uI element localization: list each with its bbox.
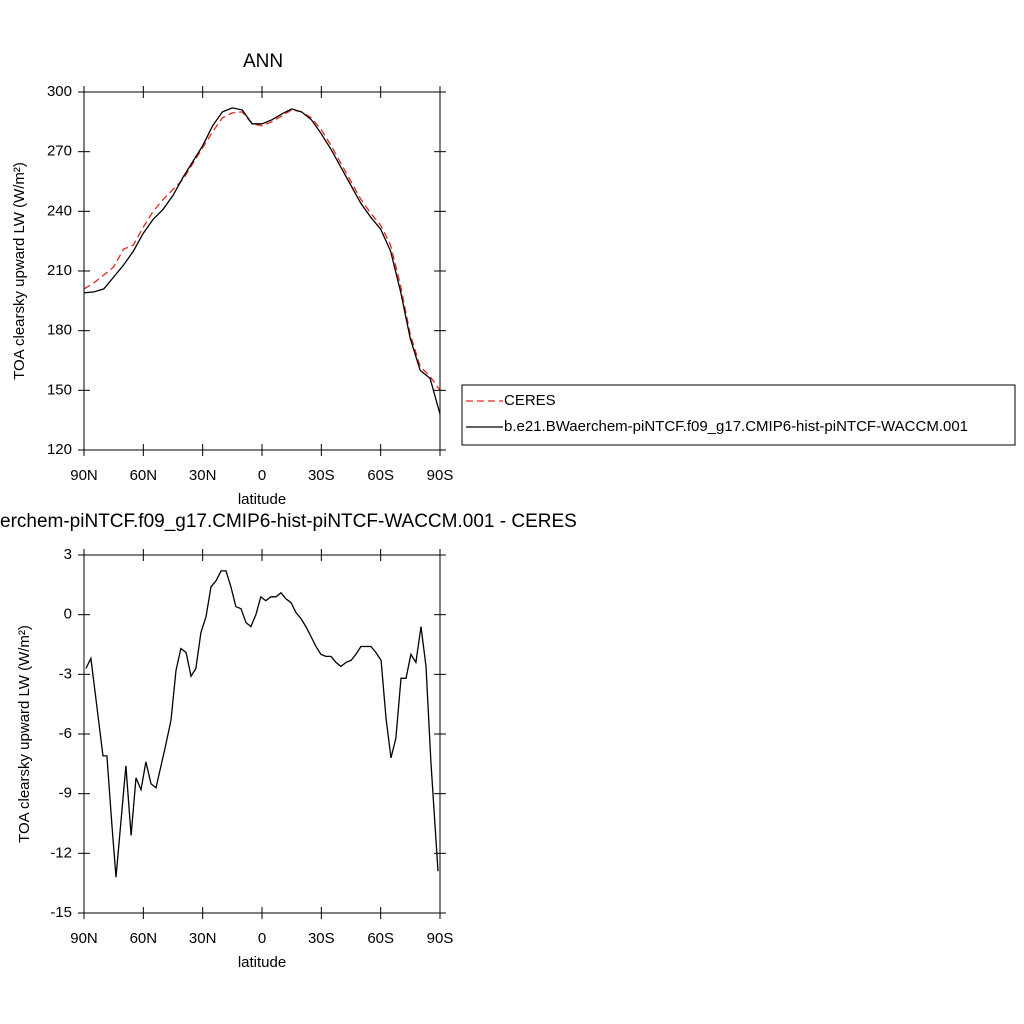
x-axis-label: latitude bbox=[238, 954, 286, 971]
x-tick-label: 90S bbox=[427, 467, 454, 484]
plot-frame bbox=[83, 554, 441, 914]
x-tick-label: 90N bbox=[70, 467, 98, 484]
y-axis-label: TOA clearsky upward LW (W/m²) bbox=[11, 162, 28, 380]
x-tick-label: 0 bbox=[258, 930, 266, 947]
y-tick-label: 210 bbox=[47, 262, 72, 279]
legend-label: b.e21.BWaerchem-piNTCF.f09_g17.CMIP6-his… bbox=[504, 418, 968, 435]
x-tick-label: 60N bbox=[130, 930, 158, 947]
x-tick-label: 0 bbox=[258, 467, 266, 484]
legend-box bbox=[461, 384, 1016, 446]
y-tick-label: 300 bbox=[47, 83, 72, 100]
y-tick-label: -9 bbox=[59, 785, 72, 802]
y-tick-label: 150 bbox=[47, 381, 72, 398]
x-tick-label: 30N bbox=[189, 467, 217, 484]
chart-title: ANN bbox=[243, 51, 283, 72]
data-line bbox=[83, 107, 441, 415]
plot-frame bbox=[83, 91, 441, 451]
y-axis-label: TOA clearsky upward LW (W/m²) bbox=[16, 625, 33, 843]
y-tick-label: -6 bbox=[59, 725, 72, 742]
x-tick-label: 60S bbox=[367, 467, 394, 484]
y-tick-label: -15 bbox=[50, 904, 72, 921]
y-tick-label: 3 bbox=[64, 546, 72, 563]
y-tick-label: 180 bbox=[47, 322, 72, 339]
x-tick-label: 60S bbox=[367, 930, 394, 947]
x-tick-label: 30S bbox=[308, 930, 335, 947]
y-tick-label: 0 bbox=[64, 606, 72, 623]
x-tick-label: 90S bbox=[427, 930, 454, 947]
x-axis-label: latitude bbox=[238, 491, 286, 508]
y-tick-label: 240 bbox=[47, 202, 72, 219]
y-tick-label: -12 bbox=[50, 844, 72, 861]
y-tick-label: 120 bbox=[47, 441, 72, 458]
chart-title: erchem-piNTCF.f09_g17.CMIP6-hist-piNTCF-… bbox=[0, 511, 577, 532]
data-line bbox=[83, 109, 441, 391]
x-tick-label: 30S bbox=[308, 467, 335, 484]
y-tick-label: -3 bbox=[59, 665, 72, 682]
x-tick-label: 30N bbox=[189, 930, 217, 947]
legend-label: CERES bbox=[504, 392, 556, 409]
data-line bbox=[85, 570, 439, 878]
x-tick-label: 90N bbox=[70, 930, 98, 947]
y-tick-label: 270 bbox=[47, 143, 72, 160]
x-tick-label: 60N bbox=[130, 467, 158, 484]
